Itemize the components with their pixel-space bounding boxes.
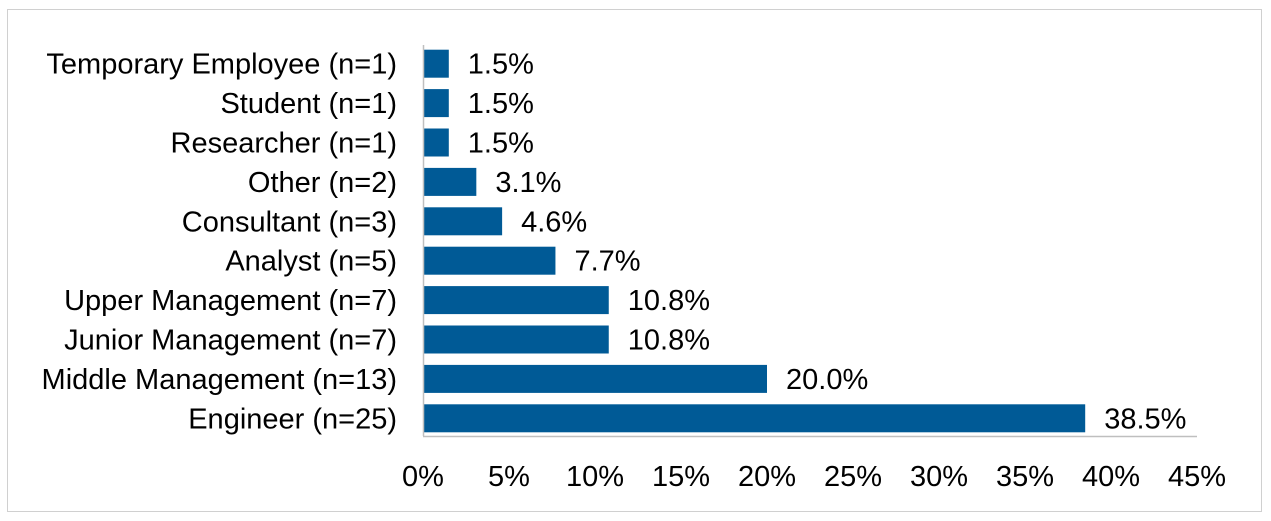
x-tick-label: 40% [1082, 461, 1140, 493]
bar [424, 89, 449, 118]
category-label: Other (n=2) [248, 167, 397, 199]
data-label: 1.5% [468, 49, 534, 81]
category-label: Researcher (n=1) [171, 128, 397, 160]
x-tick-label: 35% [996, 461, 1054, 493]
bar [424, 49, 449, 78]
data-label: 1.5% [468, 128, 534, 160]
labels-group: Temporary Employee (n=1) 1.5% Student (n=1… [42, 49, 1226, 493]
x-tick-label: 10% [566, 461, 624, 493]
category-label: Analyst (n=5) [225, 246, 397, 278]
axes-group [422, 45, 1197, 438]
data-label: 20.0% [786, 364, 868, 396]
bar [424, 207, 503, 236]
data-label: 3.1% [495, 167, 561, 199]
x-tick-label: 0% [402, 461, 444, 493]
category-label: Student (n=1) [220, 88, 397, 120]
category-label: Engineer (n=25) [188, 403, 397, 435]
bar [424, 404, 1086, 433]
x-tick-label: 45% [1168, 461, 1226, 493]
category-label: Junior Management (n=7) [64, 325, 397, 357]
data-label: 1.5% [468, 88, 534, 120]
x-tick-label: 15% [652, 461, 710, 493]
x-tick-label: 5% [488, 461, 530, 493]
data-label: 10.8% [628, 325, 710, 357]
x-tick-label: 20% [738, 461, 796, 493]
category-label: Upper Management (n=7) [64, 285, 397, 317]
x-tick-label: 25% [824, 461, 882, 493]
data-label: 10.8% [628, 285, 710, 317]
bar [424, 364, 767, 393]
data-label: 38.5% [1104, 403, 1186, 435]
bar [424, 246, 556, 275]
category-label: Middle Management (n=13) [42, 364, 397, 396]
bar [424, 286, 609, 315]
bar [424, 128, 449, 157]
bars-group [424, 49, 1086, 433]
bar [424, 325, 609, 354]
category-label: Temporary Employee (n=1) [46, 49, 397, 81]
data-label: 4.6% [521, 206, 587, 238]
x-tick-label: 30% [910, 461, 968, 493]
bar [424, 167, 477, 196]
data-label: 7.7% [574, 246, 640, 278]
category-label: Consultant (n=3) [182, 206, 397, 238]
